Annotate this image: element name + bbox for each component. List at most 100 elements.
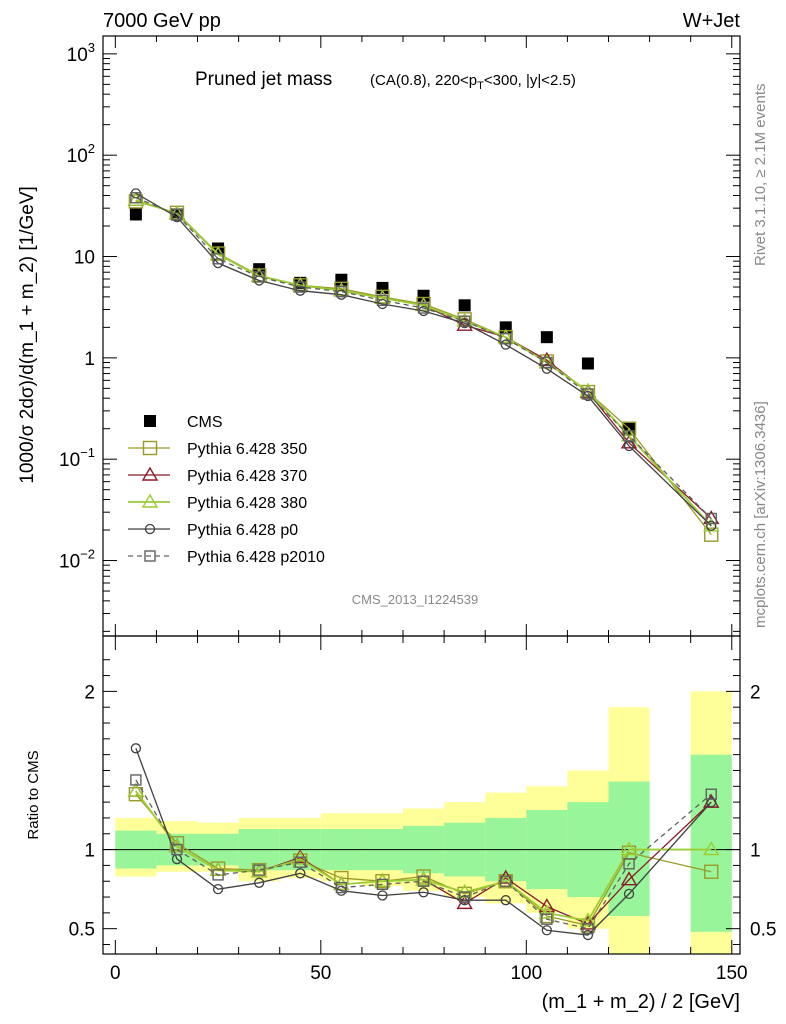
main-point-p370 [456, 316, 473, 331]
ratio-ytick-label-right: 2 [750, 682, 761, 703]
ratio-series-p0 [130, 743, 717, 941]
main-point-p2010 [582, 388, 594, 400]
legend-item-p0: Pythia 6.428 p0 [128, 522, 298, 539]
main-frame [102, 35, 741, 637]
legend-label-cms: CMS [187, 414, 223, 431]
ratio-point-p380 [333, 875, 350, 891]
ratio-point-p370 [620, 871, 638, 886]
ratio-ytick-label-right: 0.5 [750, 920, 776, 941]
ratio-point-p380 [415, 871, 432, 886]
main-point-p2010 [541, 356, 553, 369]
ratio-point-p2010 [500, 875, 512, 887]
ratio-point-p380 [168, 838, 186, 853]
ratio-series-p2010 [130, 774, 717, 935]
legend: CMS Pythia 6.428 350 Pythia 6.428 370 Pythi… [128, 414, 325, 566]
ratio-point-p380 [579, 912, 597, 927]
ratio-point-p380 [127, 782, 145, 797]
ratio-point-p370 [538, 898, 556, 913]
ratio-ytick-label-right: 1 [750, 841, 761, 862]
main-line-p0 [135, 192, 712, 527]
main-point-p2010 [171, 208, 183, 221]
ratio-point-p380 [703, 841, 720, 856]
main-point-p370 [538, 351, 556, 366]
main-point-p2010 [212, 253, 224, 265]
main-point-cms [458, 299, 471, 312]
ratio-point-p380 [374, 872, 391, 887]
legend-marker-p370 [141, 466, 159, 481]
main-ylabel: 1000/σ 2dσ)/d(m_1 + m_2) [1/GeV] [17, 186, 38, 484]
legend-marker-p350 [142, 440, 158, 456]
ratio-point-p350 [704, 864, 719, 879]
ratio-ytick-label: 2 [84, 682, 95, 703]
xlabel: (m_1 + m_2) / 2 [GeV] [542, 991, 740, 1013]
main-ytick-label: 10−2 [59, 547, 95, 573]
legend-label-p2010: Pythia 6.428 p2010 [187, 549, 325, 566]
legend-marker-p2010 [144, 550, 156, 562]
main-point-p2010 [458, 315, 471, 327]
ratio-line-p380 [135, 790, 712, 922]
main-point-cms [129, 208, 142, 221]
main-point-p0 [500, 339, 511, 350]
ratio-point-p2010 [623, 858, 635, 870]
ratio-bands [115, 691, 732, 954]
main-point-p2010 [417, 302, 430, 314]
main-point-cms [581, 357, 594, 370]
ratio-point-p380 [538, 904, 556, 919]
main-point-p2010 [294, 281, 306, 293]
ratio-point-p2010 [582, 922, 594, 935]
ratio-point-p380 [620, 841, 638, 856]
main-ytick-label: 10 [74, 248, 95, 269]
main-point-p2010 [376, 294, 389, 306]
main-point-p2010 [623, 430, 635, 442]
ratio-line-p0 [135, 748, 712, 936]
ratio-ytick-label: 1 [84, 841, 95, 862]
ratio-point-p0 [130, 743, 142, 754]
ratio-point-p2010 [417, 875, 430, 887]
ratio-point-p0 [295, 868, 306, 879]
legend-marker-cms [144, 415, 156, 427]
main-series [127, 188, 720, 542]
ratio-point-p380 [292, 850, 309, 865]
ratio-point-p0 [706, 796, 717, 808]
ratio-point-p0 [500, 895, 511, 906]
ratio-point-p2010 [294, 856, 306, 868]
main-ytick-label: 1 [84, 349, 95, 370]
main-point-p350 [704, 527, 719, 542]
main-point-p2010 [500, 332, 512, 345]
ratio-point-p0 [623, 888, 635, 900]
ratio-xtick-label: 50 [310, 963, 331, 984]
main-ytick-label: 10−1 [59, 445, 95, 471]
ratio-point-p2010 [458, 891, 471, 903]
ratio-xtick-label: 100 [510, 963, 542, 984]
legend-item-p2010: Pythia 6.428 p2010 [128, 549, 325, 566]
ratio-point-p0 [541, 925, 552, 936]
ratio-point-p2010 [253, 864, 265, 876]
main-point-p380 [415, 296, 432, 312]
ratio-xtick-label: 0 [110, 963, 121, 984]
ratio-frame [102, 635, 741, 955]
main-point-p380 [333, 282, 350, 297]
ratio-point-p2010 [541, 913, 553, 925]
plot-title-sub: (CA(0.8), 220<pT<300, |y|<2.5) [370, 72, 576, 92]
main-ytick-label: 103 [67, 40, 95, 66]
ratio-point-p0 [582, 929, 594, 941]
legend-item-cms: CMS [144, 414, 223, 431]
legend-label-p0: Pythia 6.428 p0 [187, 522, 298, 539]
ratio-point-p2010 [171, 843, 183, 856]
main-line-p2010 [135, 197, 712, 519]
header-right: W+Jet [683, 10, 741, 32]
ratio-ylabel: Ratio to CMS [25, 750, 42, 839]
ratio-ytick-label: 0.5 [69, 920, 95, 941]
legend-marker-p380 [141, 493, 159, 508]
main-point-cms [540, 331, 553, 344]
header-left: 7000 GeV pp [103, 10, 221, 32]
ratio-point-p2010 [212, 869, 224, 881]
ratio-line-p2010 [135, 779, 712, 930]
ratio-point-p350 [416, 869, 431, 884]
main-point-p380 [374, 289, 391, 304]
side-label-top: Rivet 3.1.10, ≥ 2.1M events [752, 84, 769, 267]
ratio-point-p2010 [130, 774, 142, 786]
ratio-xtick-label: 150 [716, 963, 748, 984]
main-point-p2010 [705, 512, 717, 525]
